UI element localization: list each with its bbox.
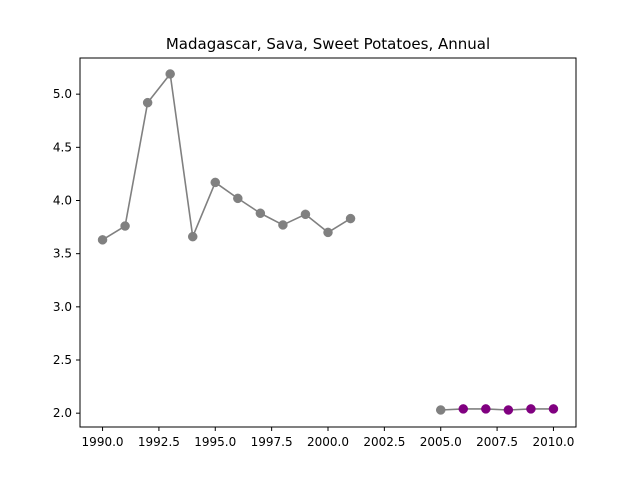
plot-markers [97,69,559,415]
x-tick-label: 2002.5 [363,435,405,449]
y-tick-label: 2.5 [53,353,72,367]
data-point [526,404,536,414]
y-tick-label: 4.5 [53,140,72,154]
data-point [323,227,333,238]
chart-title: Madagascar, Sava, Sweet Potatoes, Annual [166,35,490,53]
data-point [120,221,130,231]
y-tick-label: 3.5 [53,247,72,261]
y-tick-label: 5.0 [53,87,72,101]
x-tick-label: 2010.0 [532,435,574,449]
y-tick-label: 3.0 [53,300,72,314]
x-tick-label: 1997.5 [251,435,293,449]
data-point [210,177,221,188]
x-tick-label: 1992.5 [138,435,180,449]
data-point [345,213,356,224]
y-axis: 2.0 2.5 3.0 3.5 4.0 4.5 5.0 [53,87,80,420]
data-point [548,404,559,414]
data-point [503,405,514,415]
data-point [255,208,266,219]
series-line-segment [102,73,351,241]
data-point [278,220,288,230]
data-point [187,231,198,242]
data-point [233,193,243,204]
y-tick-label: 4.0 [53,194,72,208]
x-tick-label: 2005.0 [420,435,462,449]
x-tick-label: 2007.5 [476,435,518,449]
x-tick-label: 1990.0 [82,435,124,449]
x-tick-label: 1995.0 [194,435,236,449]
x-tick-label: 2000.0 [307,435,349,449]
y-tick-label: 2.0 [53,406,72,420]
data-point [300,209,311,220]
data-point [97,235,108,245]
data-point [165,69,175,79]
data-point [458,404,469,414]
data-point [142,97,153,108]
data-point [435,405,446,415]
x-axis: 1990.0 1992.5 1995.0 1997.5 2000.0 2002.5 2005… [82,427,574,449]
data-point [481,404,491,414]
